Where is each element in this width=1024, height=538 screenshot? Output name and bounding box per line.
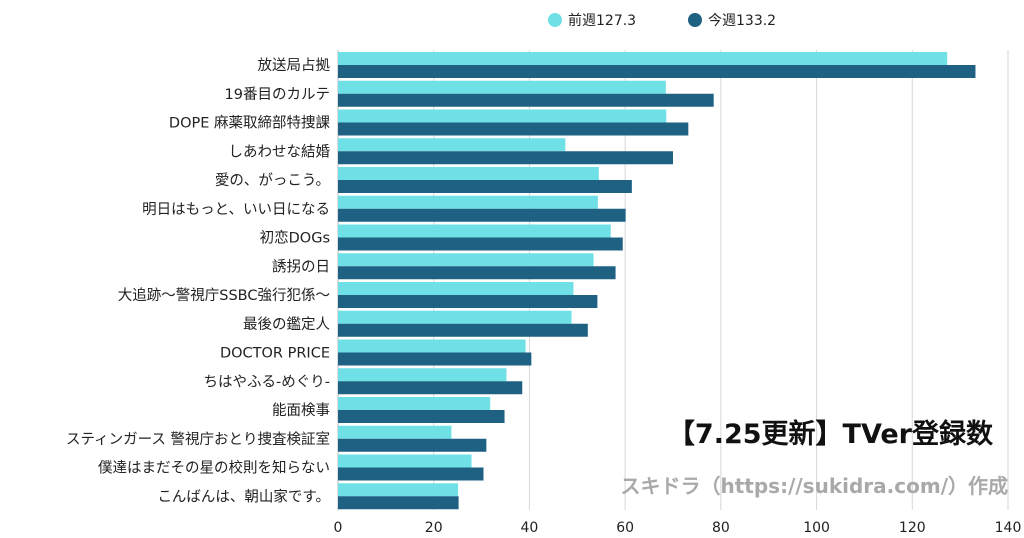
bar-prev-9 <box>338 310 572 324</box>
category-label-0: 放送局占拠 <box>258 57 331 74</box>
category-label-10: DOCTOR PRICE <box>220 346 330 362</box>
bar-curr-13 <box>338 438 487 452</box>
bar-prev-7 <box>338 253 594 267</box>
category-label-1: 19番目のカルテ <box>225 86 330 103</box>
category-label-8: 大追跡〜警視庁SSBC強行犯係〜 <box>118 287 330 304</box>
bar-curr-11 <box>338 381 523 395</box>
category-label-6: 初恋DOGs <box>260 229 330 247</box>
bar-curr-7 <box>338 266 616 280</box>
bar-curr-6 <box>338 237 623 251</box>
bar-curr-2 <box>338 122 689 136</box>
bar-curr-10 <box>338 352 532 366</box>
bar-prev-1 <box>338 80 666 94</box>
bar-prev-8 <box>338 282 574 295</box>
x-tick-40: 40 <box>521 520 539 536</box>
x-tick-labels: 0 20 40 60 80 100 120 140 <box>334 520 1022 536</box>
bar-prev-11 <box>338 368 507 382</box>
category-label-4: 愛の、がっこう。 <box>215 172 330 189</box>
chart-title: 【7.25更新】TVer登録数 <box>668 418 994 450</box>
bar-curr-9 <box>338 323 588 337</box>
bar-prev-12 <box>338 397 491 410</box>
bar-prev-6 <box>338 224 611 238</box>
legend: 前週127.3 今週133.2 <box>548 12 776 29</box>
bar-prev-13 <box>338 425 452 439</box>
category-label-5: 明日はもっと、いい日になる <box>142 201 330 218</box>
category-label-3: しあわせな結婚 <box>229 143 331 160</box>
bar-curr-5 <box>338 208 626 222</box>
category-label-11: ちはやふる-めぐり- <box>204 373 330 390</box>
legend-swatch-0 <box>548 13 562 27</box>
category-labels: 放送局占拠 19番目のカルテ DOPE 麻薬取締部特捜課しあわせな結婚愛の、がっこう… <box>66 57 331 505</box>
bars <box>338 52 976 510</box>
category-label-13: スティンガース 警視庁おとり捜査検証室 <box>66 431 330 448</box>
x-tick-60: 60 <box>616 520 634 536</box>
bar-prev-2 <box>338 109 667 123</box>
bar-prev-14 <box>338 454 472 468</box>
x-tick-20: 20 <box>425 520 443 536</box>
bar-curr-4 <box>338 180 632 193</box>
legend-swatch-1 <box>688 13 702 27</box>
bar-curr-0 <box>338 65 976 78</box>
category-label-2: DOPE 麻薬取締部特捜課 <box>169 115 331 132</box>
x-tick-120: 120 <box>899 520 926 536</box>
bar-curr-3 <box>338 151 673 165</box>
bar-curr-14 <box>338 467 484 481</box>
bar-prev-5 <box>338 195 598 209</box>
bar-prev-4 <box>338 167 599 180</box>
legend-label-1: 今週133.2 <box>708 13 776 29</box>
bar-prev-10 <box>338 339 526 353</box>
x-tick-140: 140 <box>995 520 1022 536</box>
category-label-15: こんばんは、朝山家です。 <box>157 488 330 505</box>
bar-prev-15 <box>338 483 459 497</box>
bar-curr-8 <box>338 295 598 308</box>
x-tick-80: 80 <box>712 520 730 536</box>
legend-label-0: 前週127.3 <box>568 12 636 29</box>
bar-curr-15 <box>338 496 459 510</box>
x-tick-0: 0 <box>334 520 343 536</box>
bar-curr-12 <box>338 410 505 423</box>
chart-credit: スキドラ（https://sukidra.com/）作成 <box>621 474 1009 498</box>
bar-prev-0 <box>338 52 948 65</box>
bar-curr-1 <box>338 93 714 107</box>
x-tick-100: 100 <box>803 520 830 536</box>
category-label-7: 誘拐の日 <box>272 258 330 275</box>
category-label-14: 僕達はまだその星の校則を知らない <box>98 460 330 477</box>
category-label-12: 能面検事 <box>272 402 330 419</box>
category-label-9: 最後の鑑定人 <box>243 316 330 333</box>
bar-prev-3 <box>338 138 566 152</box>
